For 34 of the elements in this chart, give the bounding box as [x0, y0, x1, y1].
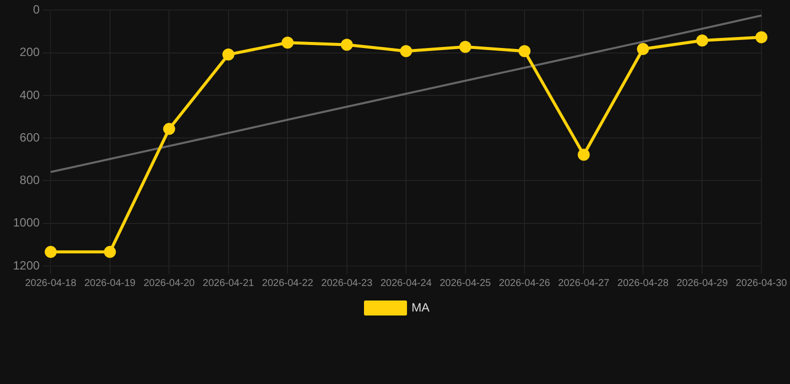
x-tick-label: 2026-04-26: [498, 278, 551, 289]
x-tick-label: 2026-04-27: [558, 278, 610, 289]
point: [340, 38, 353, 51]
y-tick-label: 600: [20, 130, 40, 144]
x-tick-label: 2026-04-21: [202, 278, 254, 289]
y-tick-label: 1200: [12, 258, 40, 272]
point: [696, 34, 708, 46]
point: [400, 45, 412, 58]
point: [518, 45, 531, 58]
y-tick-label: 1000: [12, 216, 40, 230]
point: [163, 122, 176, 135]
x-tick-label: 2026-04-30: [736, 278, 788, 289]
point: [222, 48, 234, 61]
legend-label: MA: [412, 300, 430, 314]
y-tick-label: 400: [20, 88, 40, 102]
y-tick-label: 200: [20, 45, 40, 60]
x-tick-label: 2026-04-20: [144, 278, 196, 289]
x-tick-label: 2026-04-23: [321, 278, 373, 289]
point: [282, 36, 294, 49]
point: [636, 42, 649, 55]
x-tick-label: 2026-04-24: [380, 278, 432, 289]
point: [755, 31, 768, 44]
x-tick-label: 2026-04-25: [440, 278, 492, 289]
point: [104, 246, 116, 258]
x-tick-label: 2026-04-28: [617, 278, 669, 289]
y-tick-label: 800: [20, 173, 40, 188]
point: [459, 40, 472, 53]
point: [578, 148, 590, 161]
x-tick-label: 2026-04-22: [262, 278, 314, 289]
x-tick-label: 2026-04-18: [25, 278, 77, 289]
x-tick-label: 2026-04-29: [676, 278, 728, 289]
x-tick-label: 2026-04-19: [84, 278, 136, 289]
y-tick-label: 0: [33, 2, 40, 17]
point: [44, 246, 57, 258]
